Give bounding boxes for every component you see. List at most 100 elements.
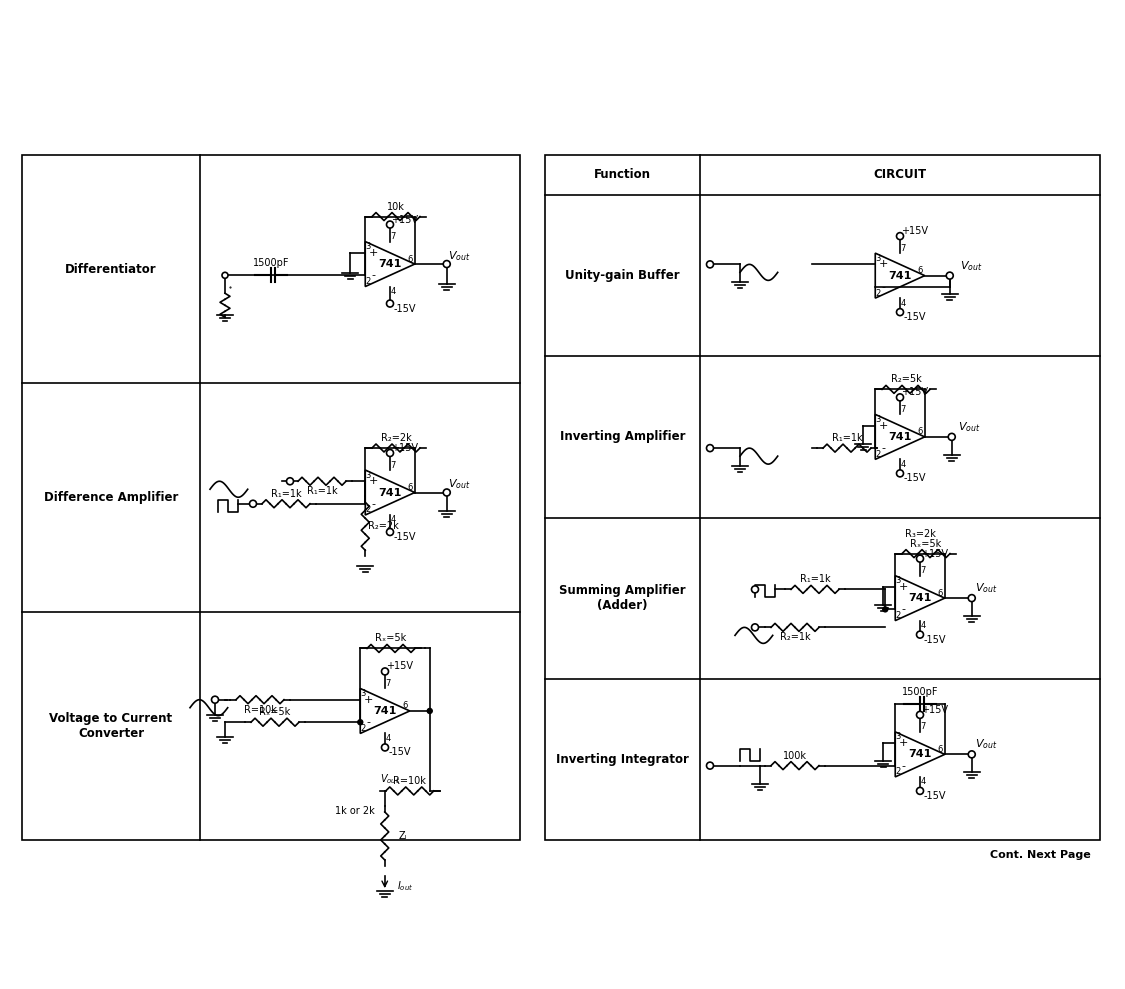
Text: +: + xyxy=(879,420,888,430)
Text: +15V: +15V xyxy=(901,388,928,398)
Text: Function: Function xyxy=(594,168,651,182)
Text: +15V: +15V xyxy=(921,549,948,559)
Text: R₁=1k: R₁=1k xyxy=(831,433,863,443)
Circle shape xyxy=(897,470,903,477)
Text: -: - xyxy=(371,498,376,508)
Text: 3: 3 xyxy=(896,577,901,585)
Polygon shape xyxy=(366,241,415,287)
Text: $V_{out}$: $V_{out}$ xyxy=(961,259,983,273)
Text: -: - xyxy=(901,604,906,614)
Text: 4: 4 xyxy=(920,777,926,786)
Text: 3: 3 xyxy=(875,414,881,424)
Text: -15V: -15V xyxy=(394,304,416,314)
Text: Rₓ=5k: Rₓ=5k xyxy=(376,633,406,644)
Text: +: + xyxy=(363,694,374,705)
Text: -15V: -15V xyxy=(903,474,926,484)
Circle shape xyxy=(897,394,903,401)
Text: 2: 2 xyxy=(361,724,366,733)
Text: R=10k: R=10k xyxy=(394,776,426,786)
Text: -15V: -15V xyxy=(903,313,926,322)
Text: Rₓ=5k: Rₓ=5k xyxy=(910,539,942,549)
Polygon shape xyxy=(896,732,945,777)
Circle shape xyxy=(969,751,975,758)
Circle shape xyxy=(387,528,394,535)
Text: 1500pF: 1500pF xyxy=(253,258,289,268)
Text: +15V: +15V xyxy=(901,226,928,236)
Text: 2: 2 xyxy=(875,289,881,298)
Circle shape xyxy=(883,607,888,612)
Text: Unity-gain Buffer: Unity-gain Buffer xyxy=(565,269,680,282)
Polygon shape xyxy=(360,688,410,734)
Circle shape xyxy=(381,668,388,674)
Circle shape xyxy=(387,449,394,457)
Text: Zₗ: Zₗ xyxy=(398,831,407,841)
Text: 2: 2 xyxy=(366,277,371,286)
Text: $I_{out}$: $I_{out}$ xyxy=(397,879,413,893)
Text: Summing Amplifier
(Adder): Summing Amplifier (Adder) xyxy=(559,584,686,612)
Circle shape xyxy=(358,720,362,725)
Circle shape xyxy=(387,222,394,228)
Circle shape xyxy=(706,261,713,268)
Circle shape xyxy=(387,300,394,307)
Circle shape xyxy=(917,555,924,562)
Text: 7: 7 xyxy=(920,722,926,732)
Text: 4: 4 xyxy=(900,460,906,469)
Text: 2: 2 xyxy=(896,611,901,620)
Text: $V_{out}$: $V_{out}$ xyxy=(449,249,471,263)
Text: 3: 3 xyxy=(875,253,881,263)
Bar xyxy=(22,155,520,840)
Text: $V_{out}$: $V_{out}$ xyxy=(975,582,998,595)
Text: +: + xyxy=(369,477,378,487)
Text: R₁=1k: R₁=1k xyxy=(800,575,830,584)
Circle shape xyxy=(443,489,450,496)
Text: 6: 6 xyxy=(937,745,943,754)
Circle shape xyxy=(917,631,924,638)
Polygon shape xyxy=(875,414,925,459)
Text: R₂=5k: R₂=5k xyxy=(891,375,921,385)
Text: 10k: 10k xyxy=(387,202,405,212)
Text: R₂=2k: R₂=2k xyxy=(380,433,412,443)
Text: 7: 7 xyxy=(390,232,396,241)
Text: +: + xyxy=(879,259,888,269)
Circle shape xyxy=(917,711,924,718)
Text: -: - xyxy=(371,270,376,280)
Text: -15V: -15V xyxy=(394,532,416,542)
Text: 741: 741 xyxy=(374,706,397,716)
Text: -: - xyxy=(901,761,906,770)
Bar xyxy=(544,155,1100,840)
Circle shape xyxy=(381,744,388,751)
Text: CIRCUIT: CIRCUIT xyxy=(873,168,927,182)
Text: 4: 4 xyxy=(920,621,926,630)
Circle shape xyxy=(897,309,903,315)
Text: 3: 3 xyxy=(360,689,366,698)
Circle shape xyxy=(250,500,256,507)
Circle shape xyxy=(428,708,432,713)
Polygon shape xyxy=(875,253,925,298)
Text: 6: 6 xyxy=(917,427,922,436)
Text: R₁=1k: R₁=1k xyxy=(271,489,302,498)
Text: Rₓ=5k: Rₓ=5k xyxy=(260,707,290,717)
Text: 3: 3 xyxy=(366,242,371,251)
Text: 2: 2 xyxy=(366,505,371,514)
Text: $V_{out}$: $V_{out}$ xyxy=(380,772,399,786)
Circle shape xyxy=(897,232,903,239)
Text: 741: 741 xyxy=(889,432,911,442)
Text: Differentiator: Differentiator xyxy=(65,262,156,276)
Text: 3: 3 xyxy=(896,733,901,742)
Circle shape xyxy=(287,478,294,485)
Text: R₂=2k: R₂=2k xyxy=(368,521,398,531)
Text: 1500pF: 1500pF xyxy=(902,687,938,697)
Text: $V_{out}$: $V_{out}$ xyxy=(975,738,998,752)
Text: R=10k: R=10k xyxy=(243,705,277,715)
Text: +: + xyxy=(369,248,378,258)
Text: +15V: +15V xyxy=(392,215,418,225)
Text: Inverting Amplifier: Inverting Amplifier xyxy=(560,430,685,443)
Text: -15V: -15V xyxy=(389,748,412,758)
Text: 741: 741 xyxy=(889,271,911,281)
Text: 7: 7 xyxy=(900,243,906,252)
Text: +: + xyxy=(899,738,908,748)
Text: 4: 4 xyxy=(390,287,396,296)
Text: 6: 6 xyxy=(407,254,413,263)
Text: +: + xyxy=(899,582,908,591)
Text: Difference Amplifier: Difference Amplifier xyxy=(44,491,178,504)
